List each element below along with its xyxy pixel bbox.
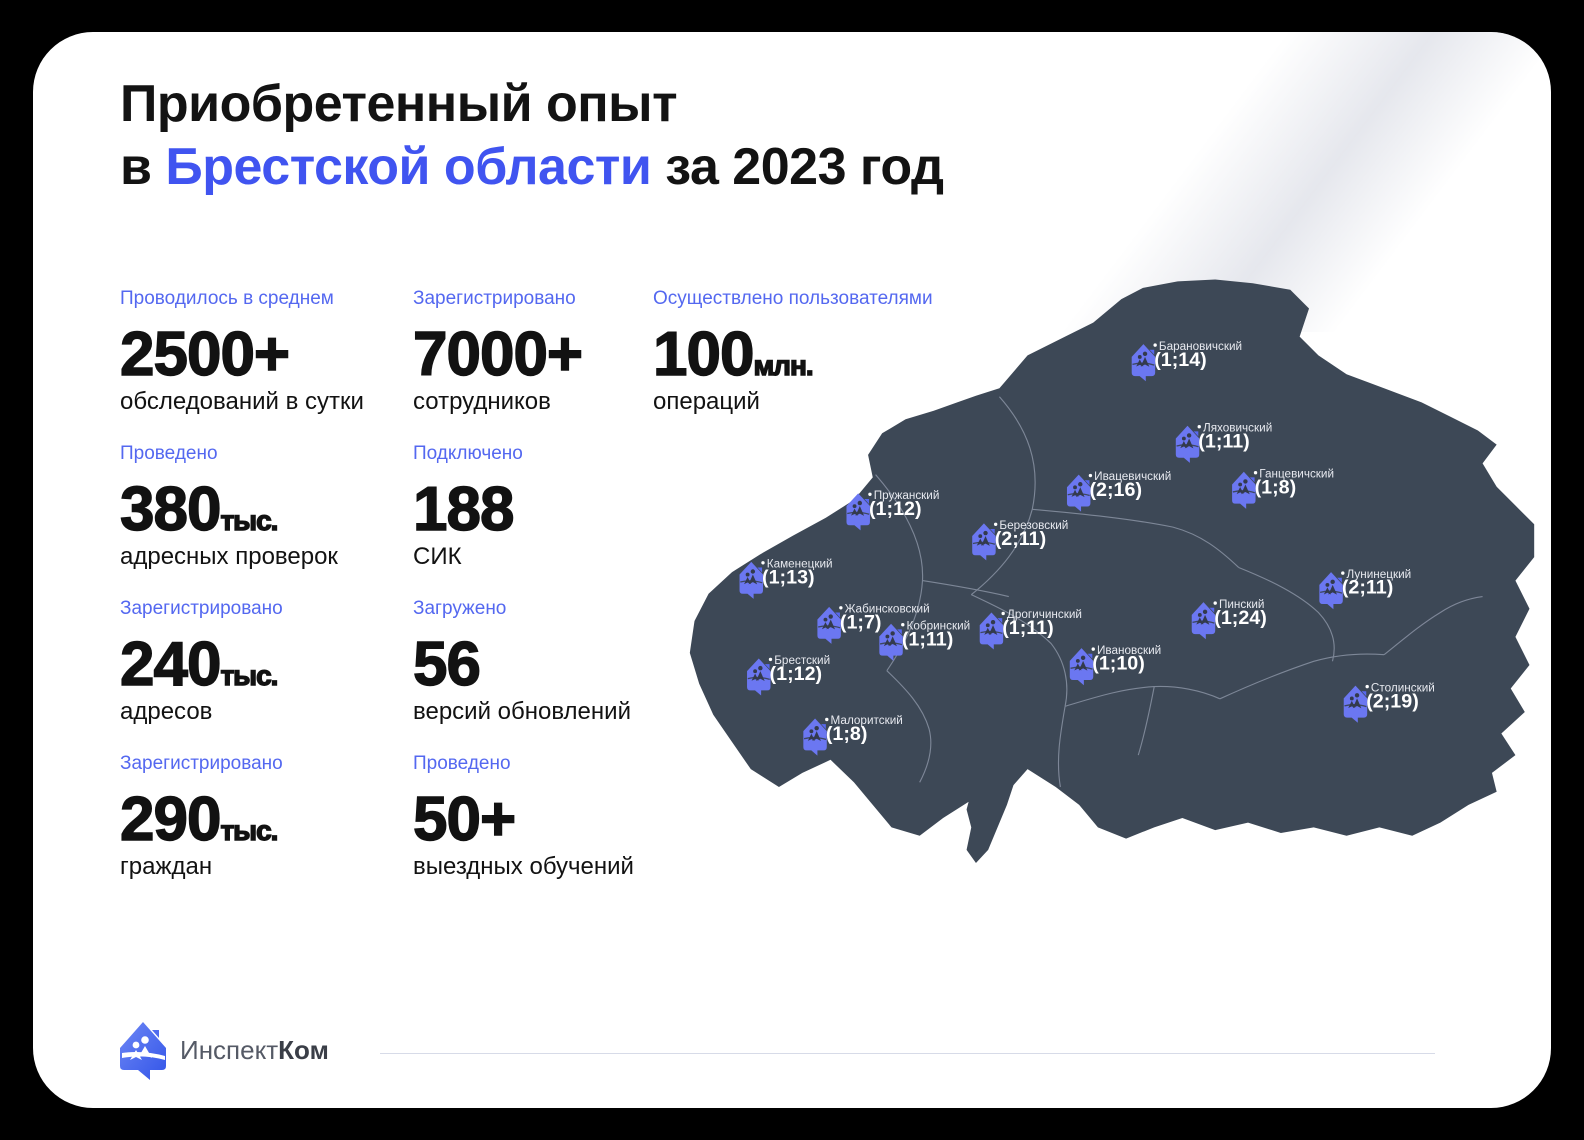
svg-text:(1;13): (1;13) bbox=[762, 566, 815, 588]
svg-text:(2;19): (2;19) bbox=[1366, 690, 1419, 712]
svg-text:(1;8): (1;8) bbox=[826, 723, 868, 745]
svg-text:(1;12): (1;12) bbox=[770, 663, 823, 685]
svg-text:(1;8): (1;8) bbox=[1255, 476, 1297, 498]
svg-text:(2;11): (2;11) bbox=[1342, 577, 1393, 599]
svg-text:(1;12): (1;12) bbox=[869, 498, 922, 520]
svg-text:(1;11): (1;11) bbox=[1198, 430, 1249, 452]
svg-text:(2;16): (2;16) bbox=[1089, 479, 1142, 501]
svg-text:(1;14): (1;14) bbox=[1154, 349, 1207, 371]
svg-text:(2;11): (2;11) bbox=[995, 528, 1046, 550]
svg-text:(1;7): (1;7) bbox=[840, 611, 882, 633]
svg-text:(1;10): (1;10) bbox=[1092, 653, 1145, 675]
svg-text:(1;11): (1;11) bbox=[1002, 617, 1053, 639]
svg-text:(1;11): (1;11) bbox=[902, 628, 953, 650]
svg-text:(1;24): (1;24) bbox=[1214, 607, 1267, 629]
